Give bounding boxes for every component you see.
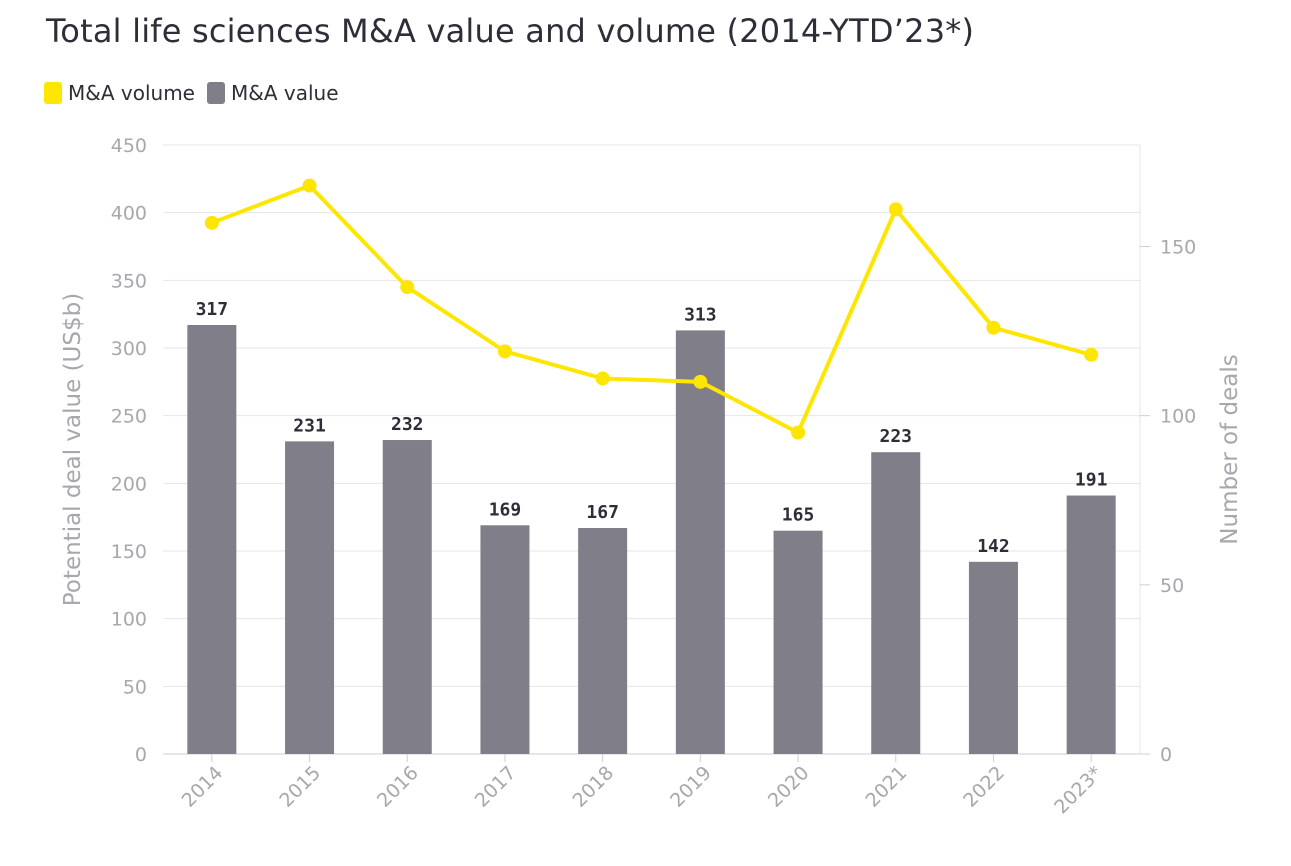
bar-label-2015: 231 [293,415,326,436]
x-tick-label-3: 2017 [471,762,521,812]
bar-2021 [871,452,921,754]
volume-point-2023* [1084,347,1099,362]
x-tick-label-5: 2019 [666,762,716,812]
y2-tick-label-2: 100 [1160,406,1196,428]
bar-label-2019: 313 [684,304,717,325]
x-tick-label-1: 2015 [275,762,325,812]
bar-label-2018: 167 [586,502,619,523]
volume-point-2017 [497,344,512,359]
bar-2014 [187,324,237,754]
y-tick-label-1: 50 [123,676,147,698]
x-tick-label-2: 2016 [373,762,423,812]
volume-point-2014 [204,215,219,230]
volume-point-2015 [302,178,317,193]
volume-point-2018 [595,371,610,386]
x-tick-label-4: 2018 [568,762,618,812]
bar-label-2020: 165 [782,505,815,526]
bar-2022 [968,561,1018,754]
bar-2019 [675,330,725,754]
chart-legend: M&A volume M&A value [44,81,351,105]
legend-swatch-value [206,82,225,104]
y-tick-label-2: 100 [111,609,147,631]
bar-label-2023*: 191 [1075,470,1108,491]
x-tick-label-6: 2020 [764,762,814,812]
volume-line [211,183,1092,435]
x-tick-label-7: 2021 [862,762,912,812]
y2-tick-label-0: 0 [1160,744,1172,766]
y-tick-label-7: 350 [111,270,147,292]
bar-label-2022: 142 [977,536,1010,557]
x-tick-label-0: 2014 [178,762,228,812]
y-tick-label-4: 200 [111,473,147,495]
y-tick-label-9: 450 [111,135,147,157]
volume-point-2020 [791,425,806,440]
bar-2020 [773,530,823,754]
bar-2023* [1066,495,1116,754]
legend-label-value: M&A value [230,81,339,105]
y2-tick-label-3: 150 [1160,237,1196,259]
y-axis-title: Potential deal value (US$b) [60,293,86,606]
volume-point-2019 [693,374,708,389]
bar-2016 [382,440,432,754]
bar-label-2017: 169 [489,499,522,520]
y2-axis-title: Number of deals [1217,354,1243,544]
volume-point-2021 [888,202,903,217]
x-tick-label-9: 2023* [1050,762,1106,818]
volume-point-2022 [986,320,1001,335]
y-tick-label-6: 300 [111,338,147,360]
x-tick-label-8: 2022 [959,762,1009,812]
legend-label-volume: M&A volume [68,81,195,105]
bar-2017 [480,525,530,754]
bar-label-2016: 232 [391,414,424,435]
bar-2015 [285,441,335,754]
legend-item-value[interactable]: M&A value [206,81,339,105]
y-tick-label-3: 150 [111,541,147,563]
bar-2018 [578,527,628,754]
chart-title: Total life sciences M&A value and volume… [46,12,975,50]
y2-tick-label-1: 50 [1160,575,1184,597]
volume-point-2016 [400,280,415,295]
y-tick-label-0: 0 [135,744,147,766]
legend-item-volume[interactable]: M&A volume [44,81,195,105]
bar-label-2014: 317 [196,299,229,320]
y-tick-label-8: 400 [111,203,147,225]
legend-swatch-volume [44,82,62,104]
bar-label-2021: 223 [879,426,912,447]
y-tick-label-5: 250 [111,406,147,428]
